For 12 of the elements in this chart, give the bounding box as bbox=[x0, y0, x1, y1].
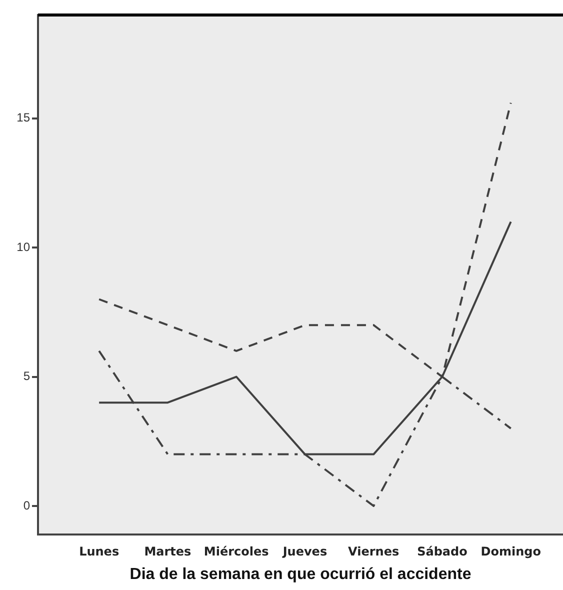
x-tick-label: Lunes bbox=[79, 544, 120, 559]
x-tick-label: Miércoles bbox=[204, 544, 269, 559]
x-tick-label: Viernes bbox=[348, 544, 400, 559]
y-tick-label: 10 bbox=[16, 240, 30, 254]
x-tick-label: Sábado bbox=[417, 544, 468, 559]
x-tick-label: Domingo bbox=[480, 544, 541, 559]
y-tick-label: 15 bbox=[16, 110, 30, 125]
x-tick-label: Martes bbox=[144, 544, 192, 559]
y-tick-label: 5 bbox=[23, 369, 30, 384]
x-axis-title: Dia de la semana en que ocurrió el accidente bbox=[130, 566, 472, 583]
y-tick-label: 0 bbox=[23, 498, 30, 512]
x-tick-label: Jueves bbox=[282, 544, 328, 559]
